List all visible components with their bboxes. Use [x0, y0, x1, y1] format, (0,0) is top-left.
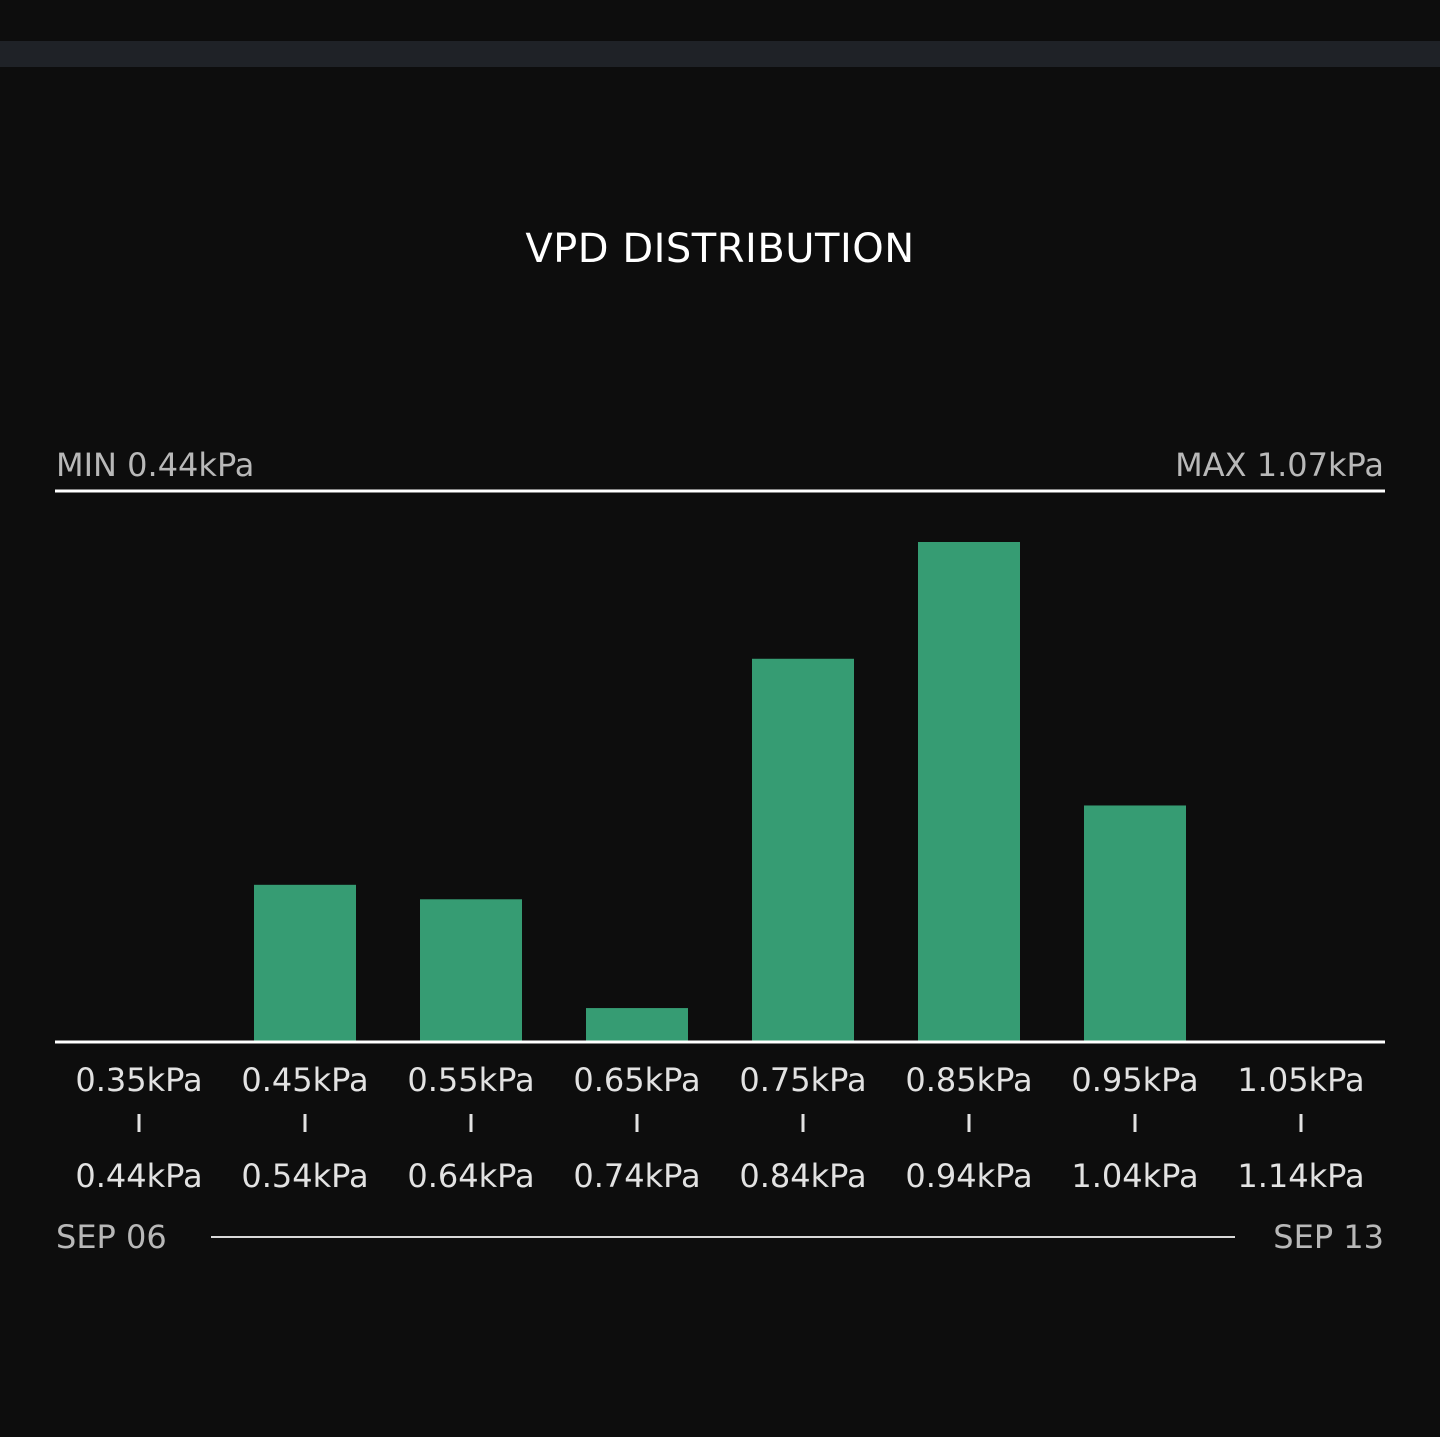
bin-from-label-1: 0.45kPa	[241, 1061, 368, 1099]
bars-group	[254, 542, 1186, 1041]
bin-range-tick-6	[1133, 1114, 1137, 1132]
bin-to-label-7: 1.14kPa	[1237, 1157, 1364, 1195]
bar-3	[586, 1008, 688, 1041]
bar-1	[254, 884, 356, 1041]
bin-from-label-4: 0.75kPa	[739, 1061, 866, 1099]
date-range-start: SEP 06	[56, 1218, 167, 1256]
bin-from-label-3: 0.65kPa	[573, 1061, 700, 1099]
bin-from-label-6: 0.95kPa	[1071, 1061, 1198, 1099]
top-strip	[0, 41, 1440, 67]
bin-to-label-2: 0.64kPa	[407, 1157, 534, 1195]
bar-2	[420, 899, 522, 1041]
bin-to-label-1: 0.54kPa	[241, 1157, 368, 1195]
bar-4	[752, 658, 854, 1041]
bin-labels-group: 0.35kPa 0.44kPa 0.45kPa 0.54kPa 0.55kPa 0.64k…	[75, 1061, 1364, 1195]
bar-5	[918, 542, 1020, 1041]
chart-title: VPD DISTRIBUTION	[525, 226, 915, 272]
bin-range-tick-3	[635, 1114, 639, 1132]
max-value-label: MAX 1.07kPa	[1175, 446, 1384, 484]
bin-range-tick-4	[801, 1114, 805, 1132]
bin-to-label-3: 0.74kPa	[573, 1157, 700, 1195]
bin-to-label-4: 0.84kPa	[739, 1157, 866, 1195]
date-range-line	[211, 1236, 1235, 1238]
bin-to-label-6: 1.04kPa	[1071, 1157, 1198, 1195]
date-range-end: SEP 13	[1273, 1218, 1384, 1256]
bin-to-label-0: 0.44kPa	[75, 1157, 202, 1195]
bin-range-tick-7	[1299, 1114, 1303, 1132]
min-value-label: MIN 0.44kPa	[56, 446, 255, 484]
bar-6	[1084, 805, 1186, 1041]
bin-range-tick-0	[137, 1114, 141, 1132]
bin-range-tick-1	[303, 1114, 307, 1132]
bin-from-label-7: 1.05kPa	[1237, 1061, 1364, 1099]
bin-from-label-5: 0.85kPa	[905, 1061, 1032, 1099]
bin-from-label-0: 0.35kPa	[75, 1061, 202, 1099]
bin-range-tick-2	[469, 1114, 473, 1132]
bin-from-label-2: 0.55kPa	[407, 1061, 534, 1099]
bin-to-label-5: 0.94kPa	[905, 1157, 1032, 1195]
bin-range-tick-5	[967, 1114, 971, 1132]
